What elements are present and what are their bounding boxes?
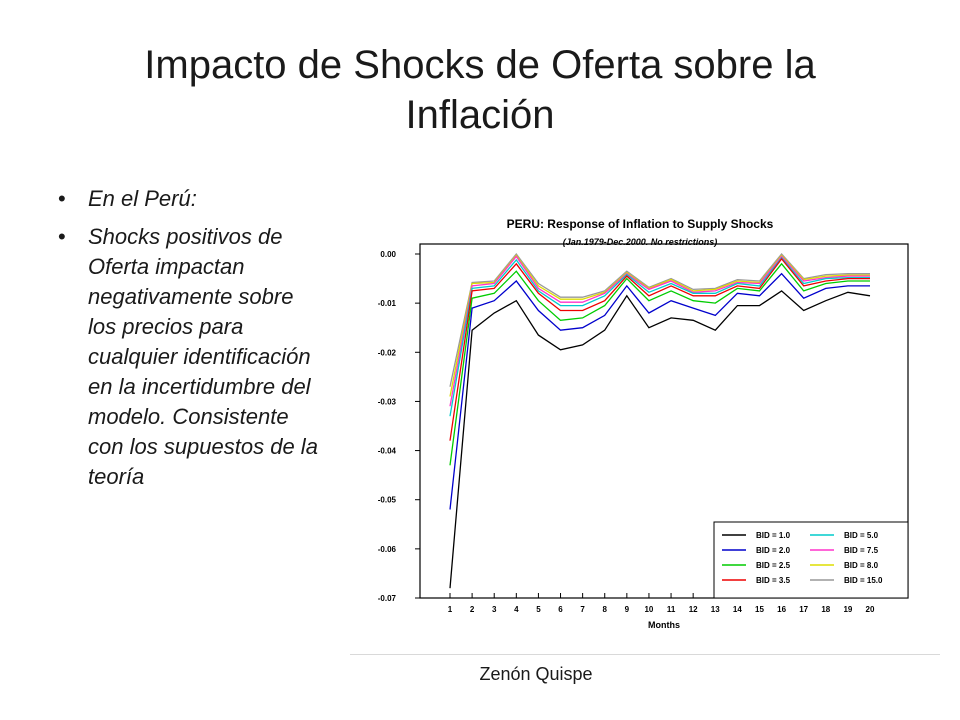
x-tick-label: 13 (711, 605, 720, 614)
y-tick-label: -0.01 (378, 299, 397, 308)
y-tick-label: -0.02 (378, 348, 397, 357)
y-tick-label: -0.05 (378, 496, 397, 505)
x-tick-label: 17 (799, 605, 808, 614)
series-line (449, 262, 870, 466)
bullet-dot-icon: • (58, 186, 66, 211)
x-tick-label: 6 (558, 605, 563, 614)
x-tick-label: 11 (667, 605, 676, 614)
x-tick-label: 1 (448, 605, 453, 614)
series-line (449, 257, 870, 441)
x-tick-label: 20 (866, 605, 875, 614)
x-tick-label: 18 (821, 605, 830, 614)
legend-label: BID = 2.0 (756, 546, 791, 555)
bullet-item: • En el Perú: (58, 184, 320, 214)
y-tick-label: -0.04 (378, 447, 397, 456)
x-tick-label: 5 (536, 605, 541, 614)
footer-author: Zenón Quispe (479, 664, 593, 684)
x-axis-label: Months (648, 620, 680, 630)
x-tick-label: 15 (755, 605, 764, 614)
chart-title: PERU: Response of Inflation to Supply Sh… (507, 217, 774, 231)
bullet-list: • En el Perú: • Shocks positivos de Ofer… (58, 184, 320, 500)
x-tick-label: 19 (843, 605, 852, 614)
bullet-item: • Shocks positivos de Oferta impactan ne… (58, 222, 320, 492)
slide-title: Impacto de Shocks de Oferta sobre la Inf… (144, 43, 816, 137)
bullet-dot-icon: • (58, 224, 66, 249)
y-tick-label: 0.00 (380, 250, 396, 259)
plot-frame (419, 243, 909, 599)
chart-container: PERU: Response of Inflation to Supply Sh… (350, 200, 940, 640)
series-line (449, 254, 870, 397)
series-line (449, 256, 870, 417)
x-tick-label: 4 (514, 605, 519, 614)
x-tick-label: 14 (733, 605, 742, 614)
x-tick-label: 16 (777, 605, 786, 614)
series-line (449, 272, 870, 510)
bullet-text: En el Perú: (88, 186, 197, 211)
impulse-response-chart: PERU: Response of Inflation to Supply Sh… (378, 217, 909, 630)
x-tick-label: 3 (492, 605, 497, 614)
legend-label: BID = 2.5 (756, 561, 791, 570)
legend: BID = 1.0 BID = 2.0 BID = 2.5 BID = 3.5 BID … (722, 531, 883, 585)
series-line (449, 252, 870, 387)
x-tick-label: 8 (603, 605, 608, 614)
x-axis: 1 2 3 4 5 6 7 8 9 10 11 12 13 14 15 16 17 18 19 20 (448, 593, 875, 614)
legend-label: BID = 3.5 (756, 576, 791, 585)
series-group (449, 252, 871, 589)
x-tick-label: 9 (625, 605, 630, 614)
chart-subtitle: (Jan.1979-Dec.2000. No restrictions) (563, 237, 718, 247)
x-tick-label: 2 (470, 605, 475, 614)
series-line (449, 290, 871, 589)
x-tick-label: 12 (689, 605, 698, 614)
x-tick-label: 10 (644, 605, 653, 614)
footer-divider (350, 654, 940, 655)
series-line (449, 255, 870, 407)
bullet-text: Shocks positivos de Oferta impactan nega… (88, 224, 318, 489)
legend-label: BID = 5.0 (844, 531, 879, 540)
legend-label: BID = 15.0 (844, 576, 883, 585)
y-tick-label: -0.06 (378, 545, 397, 554)
y-tick-label: -0.07 (378, 594, 397, 603)
x-tick-label: 7 (580, 605, 585, 614)
legend-label: BID = 1.0 (756, 531, 791, 540)
legend-label: BID = 8.0 (844, 561, 879, 570)
legend-box (713, 521, 909, 599)
y-axis: 0.00 -0.01 -0.02 -0.03 -0.04 -0.05 -0.06 -0.07 (378, 250, 420, 603)
legend-label: BID = 7.5 (844, 546, 879, 555)
y-tick-label: -0.03 (378, 397, 397, 406)
